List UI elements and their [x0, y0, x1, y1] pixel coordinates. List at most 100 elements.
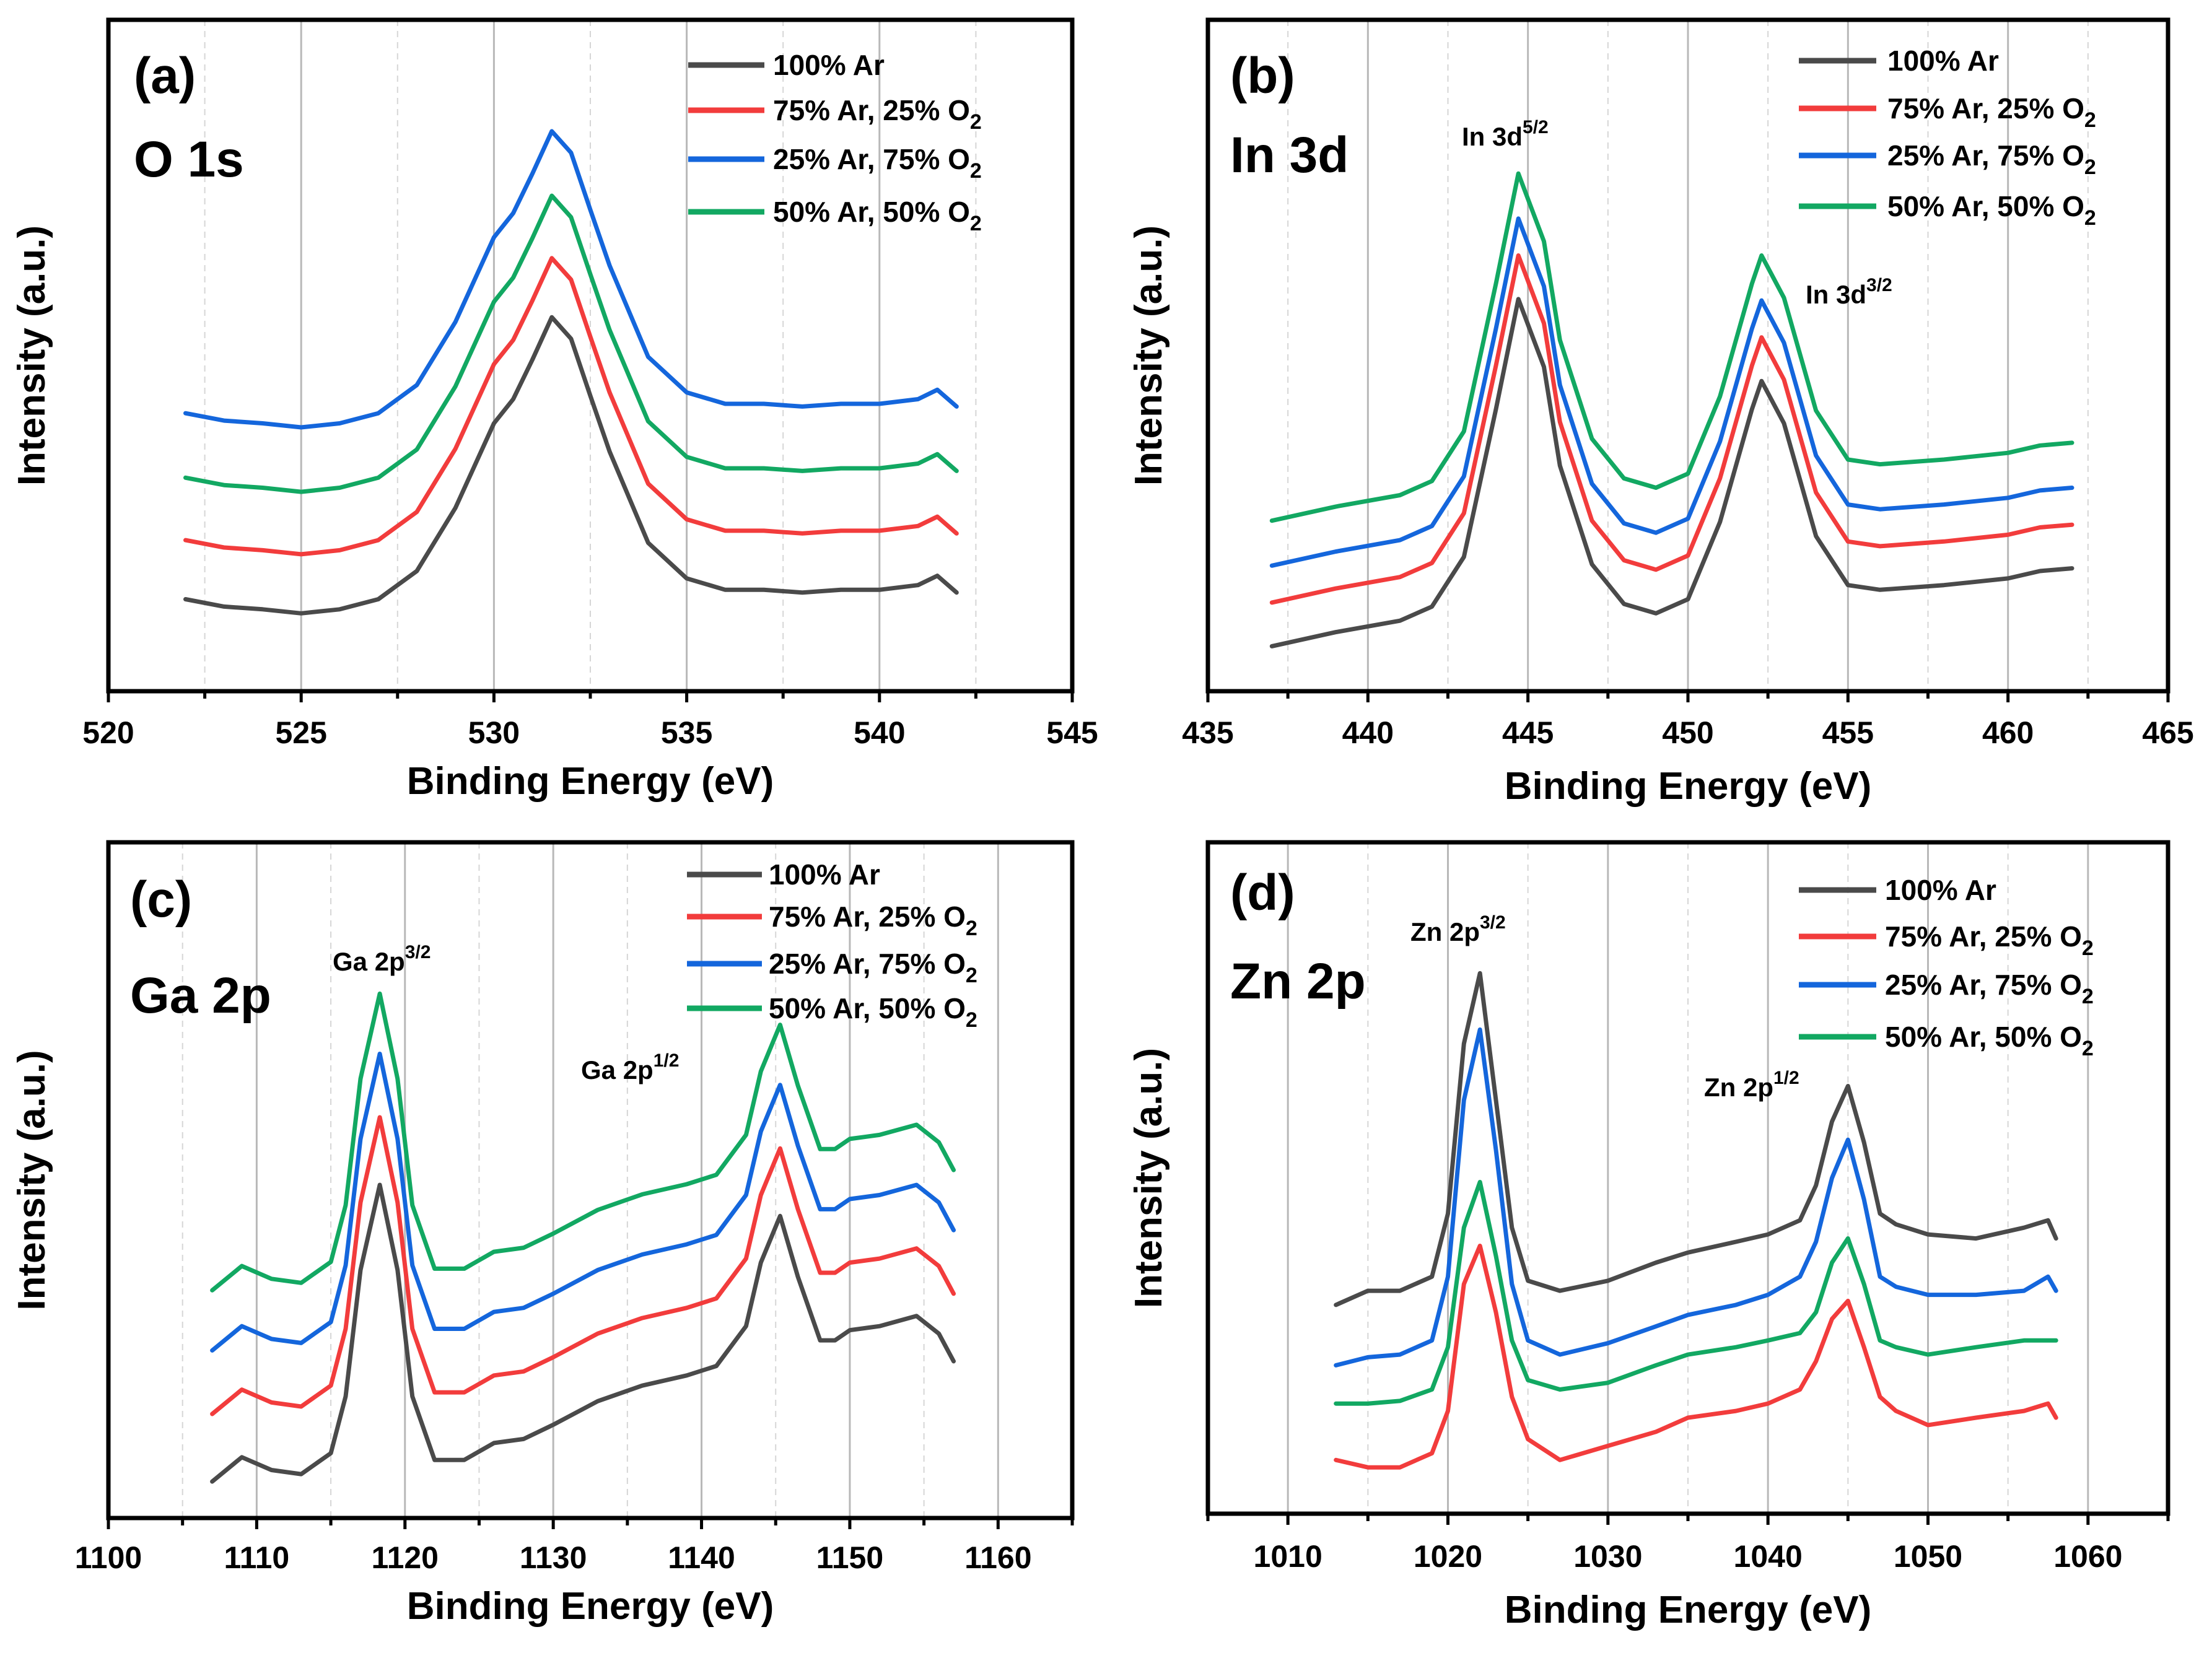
series-line-green	[1269, 171, 2074, 523]
x-tick-label: 1130	[520, 1540, 587, 1575]
legend-label: 25% Ar, 75% O	[1887, 139, 2084, 172]
legend-subscript: 2	[2084, 108, 2096, 132]
legend-label: 25% Ar, 75% O	[773, 143, 970, 175]
x-tick-label: 1010	[1254, 1539, 1322, 1574]
panel-title: Ga 2p	[130, 967, 271, 1024]
legend-entry: 75% Ar, 25% O2	[773, 94, 982, 134]
legend-entry: 50% Ar, 50% O2	[1887, 190, 2096, 230]
x-axis-title: Binding Energy (eV)	[1505, 765, 1871, 808]
panel-title: In 3d	[1230, 127, 1349, 183]
legend-entry: 75% Ar, 25% O2	[1885, 920, 2094, 960]
x-tick-label: 530	[468, 715, 520, 750]
legend-label: 75% Ar, 25% O	[1885, 920, 2082, 953]
panel-b: 435 440 445 450 455 460 465 Binding Energy (eV)…	[1127, 17, 2194, 808]
legend-label: 100% Ar	[1887, 45, 1999, 77]
annotation-text: In 3d	[1462, 122, 1523, 151]
panel-label: (c)	[130, 871, 192, 928]
x-tick-label: 440	[1342, 715, 1394, 750]
legend-subscript: 2	[966, 964, 977, 987]
legend-subscript: 2	[966, 1008, 977, 1032]
legend-label: 50% Ar, 50% O	[1887, 190, 2084, 222]
x-tick-label: 1060	[2053, 1539, 2122, 1574]
legend-subscript: 2	[2084, 206, 2096, 230]
x-axis-title: Binding Energy (eV)	[1505, 1589, 1871, 1631]
legend-entry: 50% Ar, 50% O2	[773, 196, 982, 235]
x-tick-label: 1050	[1894, 1539, 1962, 1574]
annotation-superscript: 1/2	[1773, 1068, 1799, 1088]
legend-subscript: 2	[970, 110, 982, 134]
x-tick-label: 1160	[964, 1540, 1031, 1575]
x-tick-label: 1100	[75, 1540, 142, 1575]
peak-annotation: In 3d5/2	[1462, 117, 1549, 151]
series-line-blue	[183, 129, 959, 430]
legend-label: 100% Ar	[769, 858, 880, 891]
series-line-green	[1334, 1180, 2058, 1406]
series-line-blue	[1334, 1027, 2058, 1368]
panel-label: (b)	[1230, 48, 1295, 104]
legend-entry: 100% Ar	[1887, 45, 1999, 77]
legend-entry: 100% Ar	[1885, 874, 1996, 906]
legend-entry: 50% Ar, 50% O2	[769, 992, 977, 1032]
x-tick-label: 465	[2142, 715, 2193, 750]
legend-entry: 25% Ar, 75% O2	[1887, 139, 2096, 179]
series-line-red	[183, 256, 959, 557]
legend-entry: 100% Ar	[773, 49, 885, 81]
x-tick-label: 455	[1822, 715, 1874, 750]
legend-subscript: 2	[970, 159, 982, 183]
panel-title: O 1s	[134, 131, 244, 188]
annotation-superscript: 3/2	[1480, 912, 1506, 933]
legend-label: 75% Ar, 25% O	[1887, 92, 2084, 124]
series-line-blue	[1269, 216, 2074, 568]
x-tick-label: 545	[1046, 715, 1098, 750]
legend-label: 50% Ar, 50% O	[769, 992, 966, 1024]
x-tick-label: 450	[1662, 715, 1713, 750]
peak-annotation: Zn 2p1/2	[1704, 1068, 1799, 1102]
x-tick-label: 1040	[1734, 1539, 1803, 1574]
y-axis-title: Intensity (a.u.)	[11, 225, 53, 486]
series-line-black	[1269, 297, 2074, 648]
series-line-green	[183, 193, 959, 494]
panel-c: 1100 1110 1120 1130 1140 1150 1160 Binding Ener…	[11, 840, 1075, 1628]
legend-label: 25% Ar, 75% O	[769, 948, 966, 980]
x-axis-title: Binding Energy (eV)	[407, 1585, 774, 1628]
annotation-text: In 3d	[1806, 280, 1866, 309]
legend-subscript: 2	[966, 917, 977, 940]
plot-frame	[106, 840, 1075, 1521]
legend-entry: 25% Ar, 75% O2	[1885, 969, 2094, 1008]
x-tick-label: 535	[661, 715, 712, 750]
annotation-text: Zn 2p	[1704, 1073, 1773, 1102]
legend-entry: 75% Ar, 25% O2	[769, 901, 977, 940]
series-line-green	[210, 991, 956, 1293]
x-tick-label: 525	[275, 715, 326, 750]
peak-annotation: Ga 2p3/2	[333, 942, 431, 976]
legend-subscript: 2	[2084, 155, 2096, 179]
x-tick-label: 1150	[816, 1540, 883, 1575]
plot-frame	[106, 17, 1075, 694]
y-axis-title: Intensity (a.u.)	[11, 1050, 53, 1310]
x-tick-label: 1140	[668, 1540, 735, 1575]
panel-a: 520 525 530 535 540 545 Binding Energy (eV) Int…	[11, 17, 1098, 803]
peak-annotation: Ga 2p1/2	[581, 1050, 679, 1084]
legend-subscript: 2	[970, 212, 982, 235]
legend-subscript: 2	[2082, 985, 2094, 1008]
x-tick-label: 540	[854, 715, 905, 750]
panel-d: 1010 1020 1030 1040 1050 1060 Binding Energy (…	[1127, 840, 2170, 1631]
x-tick-label: 1120	[372, 1540, 439, 1575]
legend-subscript: 2	[2082, 1037, 2094, 1060]
annotation-text: Ga 2p	[333, 947, 405, 976]
legend-label: 75% Ar, 25% O	[769, 901, 966, 933]
legend-entry: 75% Ar, 25% O2	[1887, 92, 2096, 132]
x-tick-label: 1030	[1573, 1539, 1642, 1574]
legend-label: 100% Ar	[1885, 874, 1996, 906]
x-tick-label: 435	[1182, 715, 1233, 750]
annotation-superscript: 1/2	[654, 1050, 680, 1071]
legend-entry: 100% Ar	[769, 858, 880, 891]
x-tick-label: 460	[1982, 715, 2034, 750]
annotation-superscript: 5/2	[1523, 117, 1549, 137]
series-line-red	[210, 1115, 956, 1416]
legend-label: 75% Ar, 25% O	[773, 94, 970, 126]
